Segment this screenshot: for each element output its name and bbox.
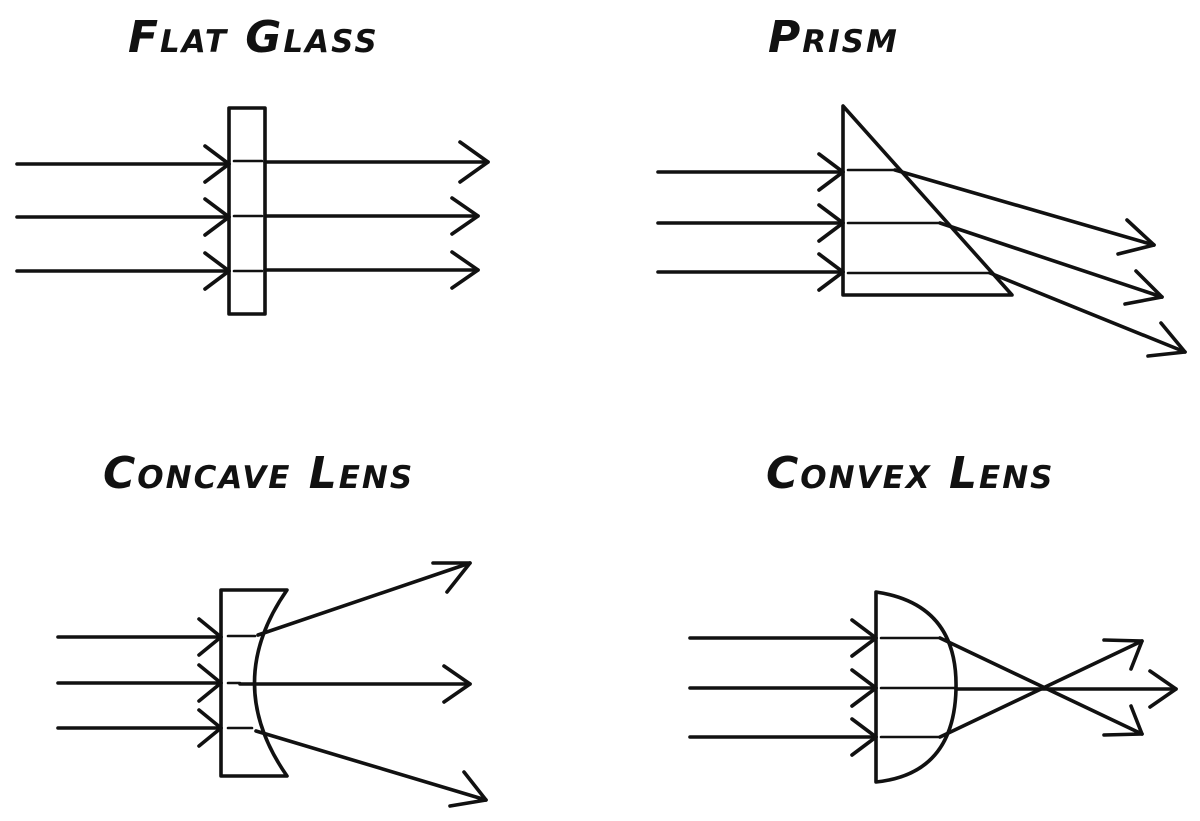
prism-arrowhead-out-1 bbox=[1116, 218, 1156, 256]
concave-ray-out-3 bbox=[254, 729, 488, 802]
prism-arrowhead-in-2 bbox=[817, 203, 845, 243]
prism-arrowhead-out-3 bbox=[1146, 321, 1187, 358]
convex-arrowhead-in-2 bbox=[850, 668, 878, 708]
flat-glass-arrowhead-in-1 bbox=[203, 144, 231, 184]
prism-ray-out-2 bbox=[938, 221, 1164, 299]
concave-arrowhead-out-1 bbox=[431, 561, 472, 594]
flat-glass-arrowhead-in-2 bbox=[203, 197, 231, 237]
prism-title: Prism bbox=[768, 12, 899, 63]
prism-arrowhead-in-1 bbox=[817, 152, 845, 192]
concave-ray-out-1 bbox=[256, 561, 472, 637]
convex-arrowhead-in-1 bbox=[850, 618, 878, 658]
prism-panel bbox=[656, 104, 1187, 358]
concave-lens-title: Concave Lens bbox=[103, 448, 415, 499]
convex-arrowhead-out-1 bbox=[1102, 704, 1144, 737]
prism-ray-out-1 bbox=[893, 168, 1156, 247]
flat-glass-slab bbox=[227, 106, 267, 316]
convex-arrowhead-out-3 bbox=[1102, 638, 1144, 671]
convex-ray-out-1 bbox=[938, 636, 1144, 736]
concave-arrowhead-in-2 bbox=[197, 663, 223, 703]
convex-ray-out-3 bbox=[938, 639, 1144, 739]
flat-glass-title: Flat Glass bbox=[128, 12, 379, 63]
concave-arrowhead-out-2 bbox=[442, 664, 472, 704]
flat-glass-arrowhead-out-2 bbox=[450, 196, 480, 236]
flat-glass-arrowhead-out-3 bbox=[450, 250, 480, 290]
concave-lens-panel bbox=[56, 561, 488, 808]
prism-ray-out-3 bbox=[988, 271, 1187, 354]
convex-arrowhead-in-3 bbox=[850, 717, 878, 757]
prism-arrowhead-in-3 bbox=[817, 252, 845, 292]
flat-glass-arrowhead-in-3 bbox=[203, 251, 231, 291]
convex-lens-title: Convex Lens bbox=[766, 448, 1055, 499]
convex-arrowhead-out-2 bbox=[1148, 669, 1178, 709]
concave-arrowhead-out-3 bbox=[448, 770, 488, 808]
concave-arrowhead-in-1 bbox=[197, 617, 223, 657]
flat-glass-arrowhead-out-1 bbox=[458, 140, 490, 184]
convex-lens-panel bbox=[688, 590, 1178, 784]
prism-triangle bbox=[841, 104, 1014, 297]
prism-arrowhead-out-2 bbox=[1123, 269, 1164, 306]
concave-arrowhead-in-3 bbox=[197, 708, 223, 748]
flat-glass-panel bbox=[15, 106, 490, 316]
concave-lens-shape bbox=[219, 588, 289, 778]
